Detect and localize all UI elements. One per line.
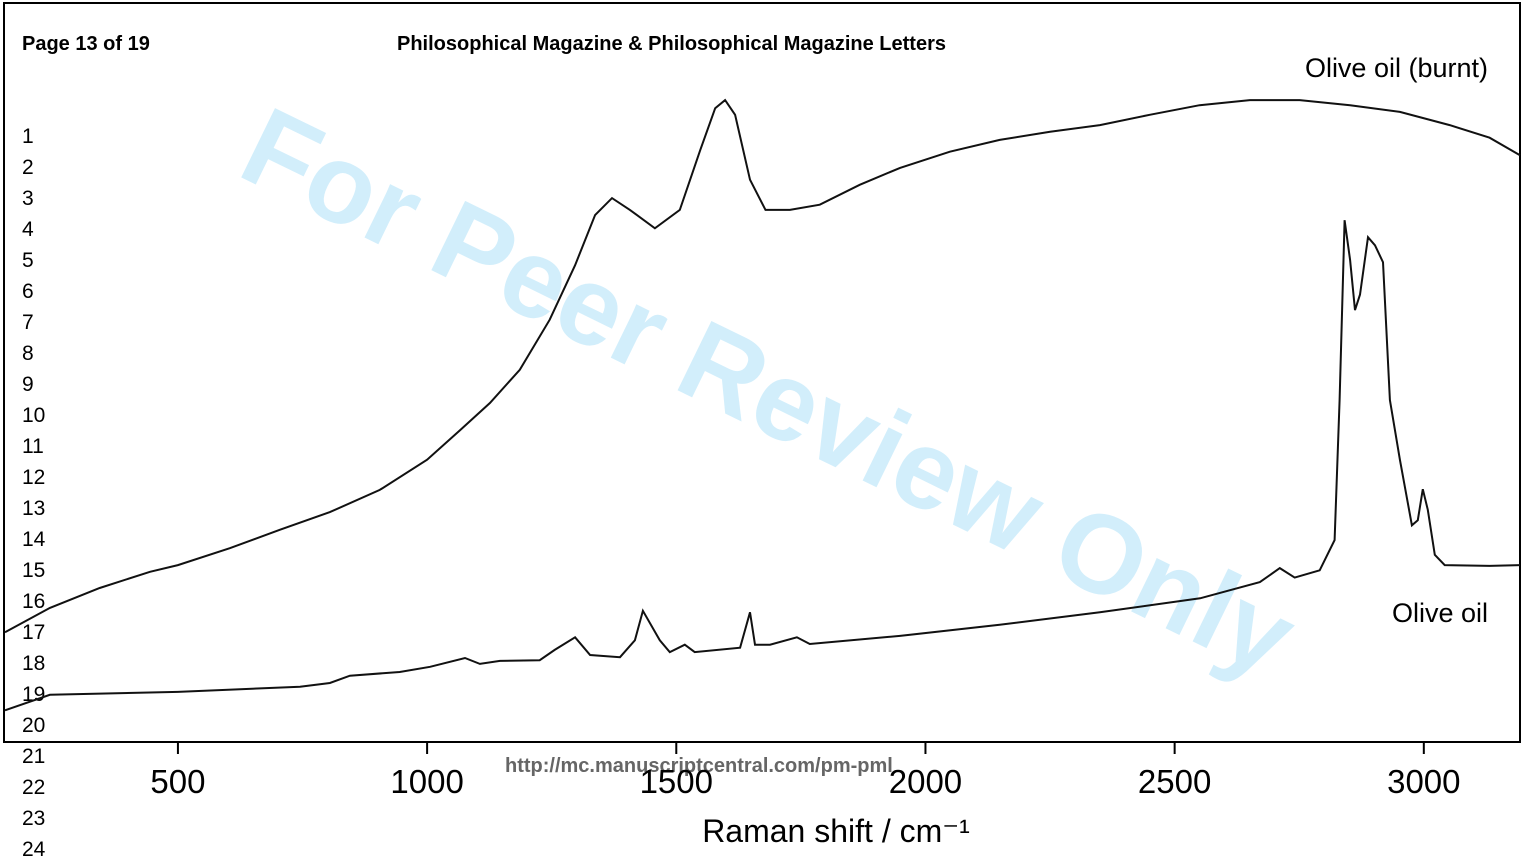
x-tick-label: 2000 [889,763,962,800]
line-number: 23 [22,807,45,830]
line-number: 12 [22,466,45,489]
header-title: Philosophical Magazine & Philosophical M… [397,33,946,55]
line-number: 7 [22,311,34,334]
line-number: 3 [22,187,34,210]
line-number: 21 [22,745,45,768]
line-number: 15 [22,559,45,582]
footer-url: http://mc.manuscriptcentral.com/pm-pml [505,755,893,777]
line-number: 8 [22,342,34,365]
plot-frame [3,2,1521,743]
line-number: 13 [22,497,45,520]
data-line [4,220,1521,712]
line-number: 18 [22,652,45,675]
x-tick-label: 3000 [1387,763,1460,800]
line-number: 5 [22,249,34,272]
line-number: 20 [22,714,45,737]
x-tick-label: 1000 [390,763,463,800]
line-number: 6 [22,280,34,303]
line-number: 10 [22,404,45,427]
data-line [4,98,1521,634]
line-number: 1 [22,125,34,148]
line-number: 16 [22,590,45,613]
line-number: 11 [22,435,44,458]
x-tick-label: 1500 [640,763,713,800]
line-number: 4 [22,218,34,241]
line-number: 14 [22,528,46,551]
line-number: 24 [22,838,46,857]
series-label: Olive oil (burnt) [1305,53,1488,83]
header-page: Page 13 of 19 [22,33,150,55]
watermark: For Peer Review Only [224,83,1314,700]
line-number: 9 [22,373,34,396]
line-number: 22 [22,776,45,799]
series-label: Olive oil [1392,598,1488,628]
line-number: 17 [22,621,45,644]
x-axis-label: Raman shift / cm⁻¹ [702,813,970,849]
x-tick-label: 500 [150,763,205,800]
x-tick-label: 2500 [1138,763,1211,800]
line-number: 2 [22,156,34,179]
line-number: 19 [22,683,45,706]
